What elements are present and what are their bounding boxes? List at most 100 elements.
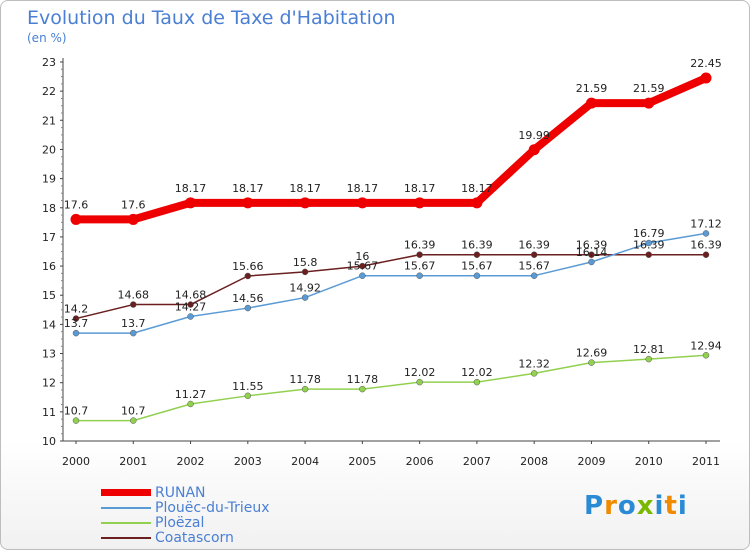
data-point [244, 392, 252, 400]
data-point [359, 272, 366, 279]
data-point [70, 213, 82, 225]
y-tick-label: 13 [42, 348, 56, 361]
x-tick-label: 2008 [520, 455, 548, 468]
data-label: 14.68 [175, 289, 207, 302]
data-label: 14.27 [175, 301, 207, 314]
y-tick-label: 23 [42, 56, 56, 69]
data-label: 14.92 [289, 282, 321, 295]
data-point [702, 251, 710, 258]
data-label: 16.39 [461, 239, 493, 252]
series-layer [70, 72, 712, 424]
x-tick-label: 2009 [577, 455, 605, 468]
chart-unit-label: (en %) [27, 31, 67, 45]
data-label: 14.56 [232, 292, 264, 305]
data-labels: 14.2 14.68 14.68 15.66 15.8 16 16.39 16.39 16.39… [64, 57, 722, 418]
data-point [528, 144, 540, 156]
data-label: 11.78 [347, 373, 379, 386]
data-label: 18.17 [404, 182, 436, 195]
data-point [645, 251, 652, 258]
data-point [702, 230, 710, 237]
data-label: 18.17 [175, 182, 207, 195]
data-point [185, 197, 197, 209]
data-label: 22.45 [690, 57, 722, 70]
data-point [359, 262, 366, 270]
y-tick-label: 18 [42, 202, 56, 215]
data-point [356, 197, 368, 209]
proxiti-logo: Proxiti [584, 491, 688, 521]
x-tick-label: 2002 [177, 455, 205, 468]
data-point [72, 329, 80, 337]
data-label: 21.59 [633, 82, 665, 95]
data-point [530, 370, 538, 377]
data-point [127, 213, 139, 225]
data-point [416, 251, 423, 258]
data-point [588, 251, 595, 258]
legend-item: Coatascorn [101, 529, 270, 546]
data-label: 15.66 [232, 260, 264, 273]
legend-item: Ploëzal [101, 514, 270, 531]
legend-label: Coatascorn [155, 529, 234, 546]
data-label: 10.7 [121, 405, 146, 418]
data-label: 12.32 [518, 357, 550, 370]
y-tick-label: 21 [42, 114, 56, 127]
data-label: 13.7 [64, 317, 89, 330]
x-tick-label: 2010 [635, 455, 663, 468]
data-point [187, 313, 194, 320]
data-label: 15.67 [461, 260, 493, 273]
legend-swatch [101, 521, 151, 524]
data-label: 11.78 [289, 373, 321, 386]
data-label: 14.2 [64, 303, 89, 316]
legend-swatch [101, 489, 151, 496]
data-point [301, 385, 309, 393]
data-point [187, 301, 194, 308]
data-point [645, 239, 652, 247]
data-label: 16.39 [690, 239, 722, 252]
data-point [530, 272, 538, 279]
data-label: 12.94 [690, 339, 722, 352]
data-point [473, 272, 481, 279]
data-label: 12.69 [576, 347, 608, 360]
series-line [75, 354, 707, 422]
data-point [244, 272, 252, 280]
data-label: 12.02 [461, 366, 493, 379]
data-point [187, 400, 194, 408]
data-label: 18.17 [289, 182, 321, 195]
data-point [301, 294, 309, 301]
y-tick-label: 12 [42, 377, 56, 390]
legend-label: Ploëzal [155, 514, 205, 531]
data-label: 14.68 [118, 289, 150, 302]
y-tick-label: 16 [42, 260, 56, 273]
data-point [299, 197, 311, 209]
series-line [72, 74, 710, 224]
data-label: 11.55 [232, 380, 264, 393]
data-point [471, 197, 483, 209]
data-label: 16.39 [576, 239, 608, 252]
data-point [588, 359, 595, 366]
y-tick-label: 20 [42, 143, 56, 156]
data-point [700, 72, 712, 84]
data-label: 15.67 [518, 260, 550, 273]
data-label: 15.8 [293, 256, 318, 269]
x-tick-label: 2004 [291, 455, 319, 468]
y-tick-label: 11 [42, 406, 56, 419]
data-point [588, 258, 595, 266]
data-point [72, 315, 80, 322]
series-line [75, 232, 707, 334]
data-point [414, 197, 426, 209]
data-point [130, 417, 137, 424]
data-label: 17.12 [690, 217, 722, 230]
x-tick-label: 2001 [119, 455, 147, 468]
data-point [301, 268, 309, 276]
data-point [643, 97, 655, 109]
x-tick-label: 2000 [62, 455, 90, 468]
data-point [645, 355, 652, 363]
x-tick-label: 2003 [234, 455, 262, 468]
data-point [242, 197, 254, 209]
x-tick-label: 2011 [692, 455, 720, 468]
data-label: 10.7 [64, 405, 89, 418]
data-point [585, 97, 597, 109]
legend-label: RUNAN [155, 484, 206, 501]
data-label: 19.99 [518, 129, 550, 142]
data-label: 21.59 [576, 82, 608, 95]
data-point [702, 352, 710, 359]
